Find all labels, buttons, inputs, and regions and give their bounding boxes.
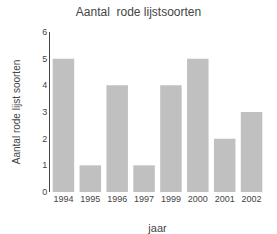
svg-text:2: 2	[42, 134, 47, 144]
svg-text:6: 6	[42, 27, 47, 37]
svg-text:2001: 2001	[215, 194, 235, 204]
svg-text:Aantal rode lijst soorten: Aantal rode lijst soorten	[11, 60, 22, 165]
svg-text:1997: 1997	[134, 194, 154, 204]
svg-text:1999: 1999	[161, 194, 181, 204]
svg-text:1994: 1994	[53, 194, 73, 204]
svg-text:jaar: jaar	[147, 222, 167, 234]
svg-text:0: 0	[42, 187, 47, 197]
svg-text:5: 5	[42, 54, 47, 64]
svg-text:1996: 1996	[107, 194, 127, 204]
svg-text:2000: 2000	[188, 194, 208, 204]
svg-text:1: 1	[42, 160, 47, 170]
svg-text:3: 3	[42, 107, 47, 117]
svg-text:4: 4	[42, 80, 47, 90]
svg-text:Aantal rode lijstsoorten: Aantal rode lijstsoorten	[76, 5, 201, 19]
svg-text:2002: 2002	[242, 194, 262, 204]
svg-text:1995: 1995	[80, 194, 100, 204]
